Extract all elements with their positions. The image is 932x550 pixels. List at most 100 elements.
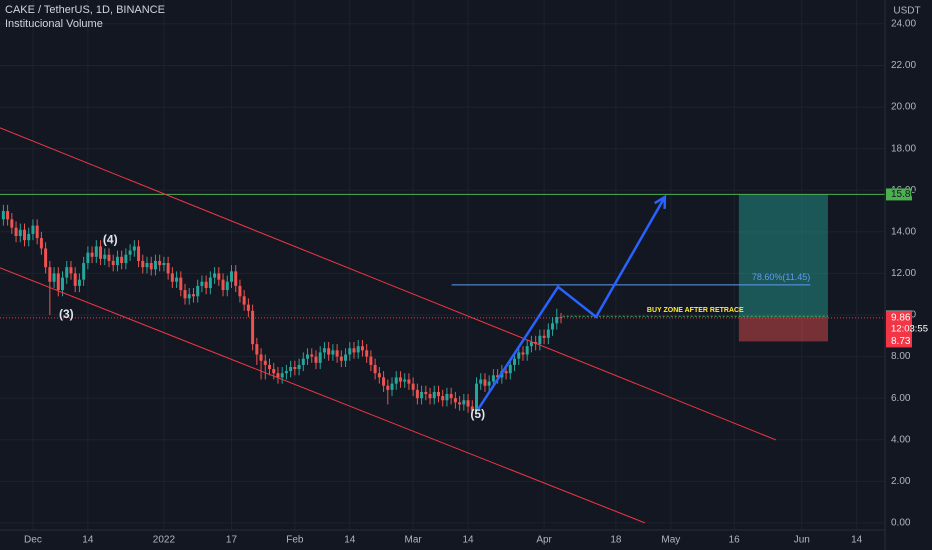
candle-body xyxy=(331,350,335,355)
candle-body xyxy=(166,263,170,274)
y-tick-label: 8.00 xyxy=(891,351,911,362)
candle-body xyxy=(555,317,559,324)
candle-body xyxy=(517,352,521,359)
x-tick-label: 14 xyxy=(462,535,474,546)
countdown-label: 12:03:55 xyxy=(891,323,928,334)
y-tick-label: 4.00 xyxy=(891,434,911,445)
price-label-box xyxy=(886,311,912,336)
candle-body xyxy=(386,385,390,390)
candle-body xyxy=(263,360,267,365)
candle-body xyxy=(158,260,162,266)
candle-body xyxy=(82,263,86,280)
arrow-head xyxy=(654,194,667,209)
candle-body xyxy=(14,227,18,236)
candle-body xyxy=(162,263,166,266)
candle-body xyxy=(128,250,132,255)
candle-body xyxy=(398,377,402,382)
candle-body xyxy=(255,344,259,355)
fib-label: 78.60%(11.45) xyxy=(752,272,810,282)
candle-body xyxy=(365,350,369,357)
candle-body xyxy=(529,342,533,347)
candle-body xyxy=(420,391,424,399)
candle-body xyxy=(445,394,449,401)
candle-body xyxy=(483,379,487,386)
y-tick-label: 18.00 xyxy=(891,143,916,154)
candle-body xyxy=(48,267,52,282)
candle-body xyxy=(52,273,56,282)
candle-body xyxy=(449,394,453,399)
candle-body xyxy=(306,354,310,359)
candle-body xyxy=(124,254,128,264)
x-tick-label: 17 xyxy=(226,535,238,546)
candle-body xyxy=(322,348,326,353)
plot-area: 78.60%(11.45) BUY ZONE AFTER RETRACE (3) (4… xyxy=(0,127,885,524)
candle-body xyxy=(504,371,508,374)
candle-body xyxy=(428,394,432,399)
candle-body xyxy=(432,391,436,399)
y-tick-label: 0.00 xyxy=(891,518,911,529)
candle-body xyxy=(276,373,280,378)
candle-body xyxy=(246,304,250,311)
candle-body xyxy=(137,246,141,261)
candle-body xyxy=(538,335,542,345)
candle-body xyxy=(360,346,364,351)
x-tick-label: Dec xyxy=(24,535,42,546)
x-tick-label: Mar xyxy=(405,535,423,546)
candle-body xyxy=(310,354,314,357)
price-label: 15.80 xyxy=(891,189,916,200)
channel-line xyxy=(0,267,646,524)
candle-body xyxy=(436,391,440,397)
candle-body xyxy=(132,246,136,251)
candle-body xyxy=(1,211,5,220)
candle-body xyxy=(415,389,419,399)
candle-body xyxy=(424,391,428,395)
candle-body xyxy=(466,400,470,407)
candle-body xyxy=(513,358,517,365)
candle-body xyxy=(179,277,183,291)
candle-body xyxy=(170,273,174,282)
y-tick-label: 12.00 xyxy=(891,268,916,279)
price-label-box xyxy=(886,335,912,348)
y-tick-label: 22.00 xyxy=(891,60,916,71)
price-label-box xyxy=(886,188,912,201)
candle-body xyxy=(289,366,293,372)
candle-body xyxy=(73,273,77,286)
candle-body xyxy=(31,225,35,234)
candle-body xyxy=(348,348,352,355)
candle-body xyxy=(86,252,90,264)
x-tick-label: May xyxy=(661,535,680,546)
candle-body xyxy=(441,396,445,401)
candle-body xyxy=(39,238,43,249)
candle-body xyxy=(56,273,60,291)
indicator-name: Institucional Volume xyxy=(5,18,103,30)
candle-body xyxy=(352,348,356,353)
candle-body xyxy=(18,229,22,236)
candle-body xyxy=(10,219,14,228)
candle-body xyxy=(204,281,208,288)
candle-body xyxy=(191,294,195,297)
candle-body xyxy=(356,346,360,353)
candle-body xyxy=(470,406,474,411)
candle-body xyxy=(407,379,411,384)
candle-body xyxy=(44,248,48,268)
candle-body xyxy=(479,379,483,384)
channel-line xyxy=(0,127,777,441)
x-tick-label: 18 xyxy=(610,535,622,546)
candle-body xyxy=(77,279,81,286)
candle-body xyxy=(242,296,246,305)
candle-body xyxy=(542,335,546,338)
candle-body xyxy=(496,375,500,378)
candle-body xyxy=(272,369,276,374)
candle-body xyxy=(6,211,10,220)
candle-body xyxy=(200,281,204,286)
x-tick-label: 14 xyxy=(344,535,356,546)
candle-body xyxy=(327,348,331,355)
candle-body xyxy=(229,271,233,282)
candle-body xyxy=(153,260,157,270)
price-label: 8.73 xyxy=(891,336,911,347)
x-tick-label: 16 xyxy=(729,535,741,546)
candle-body xyxy=(196,285,200,297)
candle-body xyxy=(458,402,462,405)
x-tick-label: Feb xyxy=(286,535,304,546)
candle-body xyxy=(141,260,145,268)
